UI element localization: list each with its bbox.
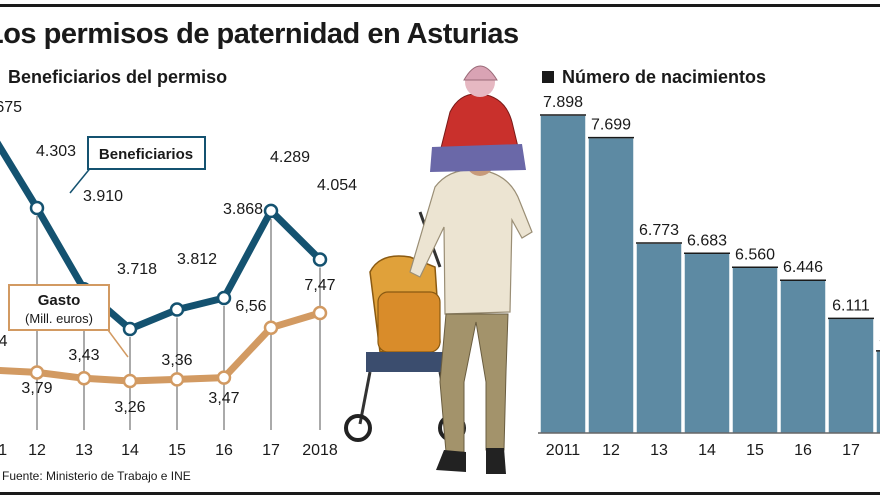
child-figure-icon: [430, 65, 526, 172]
gasto-point: [76, 371, 92, 386]
gasto-point: [216, 370, 232, 385]
births-value-label: 6.111: [832, 297, 870, 314]
births-x-tick-label: 16: [794, 442, 812, 459]
gasto-value-label: 7,47: [304, 277, 335, 294]
beneficiarios-value-label: 4.289: [270, 149, 310, 166]
births-x-tick-label: 17: [842, 442, 860, 459]
source-note: Fuente: Ministerio de Trabajo e INE: [2, 469, 191, 483]
births-bar: [827, 317, 875, 434]
births-x-tick-label: 2011: [546, 442, 581, 459]
gasto-point: [122, 373, 138, 389]
births-value-label: 7.699: [591, 117, 631, 134]
births-bar: [587, 136, 635, 434]
beneficiarios-point: [312, 252, 328, 267]
births-value-label: 6.560: [735, 246, 775, 263]
births-bar: [731, 266, 779, 434]
births-bar: [875, 350, 880, 434]
gasto-point: [312, 305, 328, 321]
beneficiarios-value-label: 4.303: [36, 143, 76, 160]
right-subtitle-square-icon: [542, 71, 554, 83]
page-title: Los permisos de paternidad en Asturias: [0, 18, 519, 50]
births-bar: [635, 242, 683, 434]
births-x-tick-label: 12: [602, 442, 620, 459]
births-x-tick-label: 15: [746, 442, 764, 459]
gasto-point: [263, 320, 279, 335]
top-rule: [0, 4, 880, 7]
gasto-value-label: 6,56: [235, 298, 266, 315]
beneficiarios-value-label: 4.675: [0, 99, 22, 116]
gasto-line: [0, 309, 322, 385]
gasto-point: [169, 372, 185, 387]
gasto-value-label: 3,36: [161, 352, 192, 369]
beneficiarios-point: [263, 203, 279, 219]
x-tick-label: 2011: [0, 442, 7, 459]
births-value-label: 6.683: [687, 232, 727, 249]
left-subtitle-text: Beneficiarios del permiso: [8, 67, 228, 87]
beneficiarios-value-label: 3.910: [83, 188, 123, 205]
beneficiarios-legend-box: [87, 136, 206, 170]
beneficiarios-value-label: 3.718: [117, 261, 157, 278]
gasto-value-label: 3,79: [21, 380, 52, 397]
beneficiarios-value-label: 4.054: [317, 177, 357, 194]
x-tick-label: 17: [262, 442, 280, 459]
left-subtitle: Beneficiarios del permiso: [0, 67, 227, 88]
x-tick-label: 12: [28, 442, 46, 459]
gasto-value-label: 3,26: [114, 399, 145, 416]
beneficiarios-legend-label: Beneficiarios: [99, 146, 193, 163]
gasto-value-label: 3,43: [68, 347, 99, 364]
beneficiarios-point: [122, 321, 138, 337]
gasto-legend-box: [8, 284, 110, 331]
gasto-callout-line: [104, 325, 129, 358]
births-x-tick-label: 13: [650, 442, 668, 459]
births-bar: [683, 252, 731, 434]
gasto-value-label: 3,47: [208, 390, 239, 407]
beneficiarios-point: [29, 200, 45, 216]
gasto-legend-label: Gasto: [38, 292, 81, 309]
births-bar: [539, 114, 587, 434]
births-value-label: 7.898: [543, 94, 583, 111]
births-x-tick-label: 14: [698, 442, 716, 459]
x-tick-label: 16: [215, 442, 233, 459]
x-tick-label: 13: [75, 442, 93, 459]
gasto-point: [29, 365, 45, 380]
x-tick-label: 2018: [302, 442, 338, 459]
beneficiarios-callout-line: [69, 165, 93, 194]
gasto-legend-unit: (Mill. euros): [25, 311, 93, 326]
beneficiarios-point: [216, 290, 232, 306]
x-tick-label: 14: [121, 442, 139, 459]
father-stroller-illustration: [344, 65, 533, 474]
bottom-rule: [0, 492, 880, 495]
right-subtitle: Número de nacimientos: [542, 67, 766, 88]
births-bar: [779, 279, 827, 434]
births-value-label: 6.773: [639, 222, 679, 239]
beneficiarios-point: [169, 302, 185, 317]
births-value-label: 6.446: [783, 259, 823, 276]
right-subtitle-text: Número de nacimientos: [562, 67, 767, 87]
beneficiarios-line: [0, 140, 323, 333]
births-value-label: 5.825: [879, 330, 880, 347]
beneficiarios-value-label: 3.868: [223, 201, 263, 218]
beneficiarios-value-label: 3.812: [177, 251, 217, 268]
x-tick-label: 15: [168, 442, 186, 459]
line-chart: 4.675 4.303 3.910 3.718 3.812 3.868 4.289 4.054…: [0, 99, 357, 459]
gasto-value-label: 3,94: [0, 333, 8, 350]
bar-chart: 7.898 2011 7.699 12 6.773 13 6.683 14 6.560 15 6.4…: [538, 94, 880, 459]
